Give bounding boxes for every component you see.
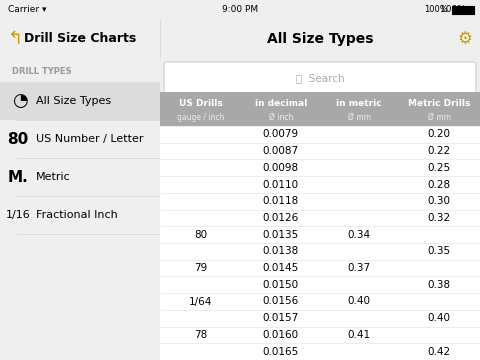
- Text: 0.0138: 0.0138: [263, 246, 299, 256]
- Text: 100%: 100%: [440, 5, 472, 14]
- Text: in decimal: in decimal: [254, 99, 307, 108]
- Text: M.: M.: [8, 170, 28, 184]
- Text: 0.30: 0.30: [428, 196, 451, 206]
- Text: ⚙: ⚙: [457, 30, 472, 48]
- Text: 0.20: 0.20: [428, 129, 451, 139]
- Text: 80: 80: [7, 131, 29, 147]
- Text: 80: 80: [194, 230, 207, 240]
- Text: Ø inch: Ø inch: [269, 113, 293, 122]
- Text: 0.32: 0.32: [428, 213, 451, 223]
- FancyBboxPatch shape: [164, 62, 476, 94]
- Text: 0.0150: 0.0150: [263, 280, 299, 290]
- Text: US Number / Letter: US Number / Letter: [36, 134, 144, 144]
- Text: 0.0118: 0.0118: [263, 196, 299, 206]
- Bar: [160, 293, 480, 310]
- Bar: [0, 82, 160, 120]
- Bar: [160, 176, 480, 193]
- Text: ↰: ↰: [8, 30, 23, 48]
- Text: 1/64: 1/64: [189, 297, 213, 306]
- Bar: [160, 159, 480, 176]
- Bar: [452, 6, 474, 14]
- Bar: [160, 310, 480, 327]
- Text: 0.25: 0.25: [428, 163, 451, 173]
- Text: 0.41: 0.41: [348, 330, 371, 340]
- Text: DRILL TYPES: DRILL TYPES: [12, 68, 72, 77]
- Text: 100%: 100%: [424, 5, 448, 14]
- Text: Drill Size Charts: Drill Size Charts: [24, 32, 136, 45]
- Text: 0.40: 0.40: [428, 313, 451, 323]
- Text: 0.34: 0.34: [348, 230, 371, 240]
- Text: 0.0135: 0.0135: [263, 230, 299, 240]
- Text: 0.38: 0.38: [428, 280, 451, 290]
- Text: 0.0145: 0.0145: [263, 263, 299, 273]
- Text: 0.0156: 0.0156: [263, 297, 299, 306]
- Text: 🔍  Search: 🔍 Search: [296, 73, 344, 83]
- Text: 0.40: 0.40: [348, 297, 371, 306]
- Bar: [160, 276, 480, 293]
- Bar: [160, 126, 480, 143]
- Text: Metric Drills: Metric Drills: [408, 99, 470, 108]
- Text: 0.0160: 0.0160: [263, 330, 299, 340]
- Text: 78: 78: [194, 330, 207, 340]
- Bar: [160, 226, 480, 243]
- Text: in metric: in metric: [336, 99, 382, 108]
- Text: Ø mm: Ø mm: [428, 113, 451, 122]
- Text: gauge / inch: gauge / inch: [177, 113, 225, 122]
- Text: 0.42: 0.42: [428, 347, 451, 357]
- Bar: [160, 327, 480, 343]
- Bar: [160, 92, 480, 126]
- Bar: [160, 260, 480, 276]
- Text: US Drills: US Drills: [179, 99, 223, 108]
- Text: 0.37: 0.37: [348, 263, 371, 273]
- Text: 79: 79: [194, 263, 207, 273]
- Text: ◔: ◔: [12, 92, 28, 110]
- Text: 0.0087: 0.0087: [263, 146, 299, 156]
- Bar: [160, 143, 480, 159]
- Text: Carrier ▾: Carrier ▾: [8, 5, 47, 14]
- Text: 0.35: 0.35: [428, 246, 451, 256]
- Text: 0.0165: 0.0165: [263, 347, 299, 357]
- Bar: [160, 343, 480, 360]
- Text: All Size Types: All Size Types: [36, 96, 111, 106]
- Text: 0.0079: 0.0079: [263, 129, 299, 139]
- Text: All Size Types: All Size Types: [267, 32, 373, 46]
- Bar: [160, 210, 480, 226]
- Bar: [160, 243, 480, 260]
- Text: 1/16: 1/16: [6, 210, 30, 220]
- Text: 0.28: 0.28: [428, 180, 451, 189]
- Text: Ø mm: Ø mm: [348, 113, 371, 122]
- Text: 0.0098: 0.0098: [263, 163, 299, 173]
- Text: 0.0157: 0.0157: [263, 313, 299, 323]
- Text: 0.0126: 0.0126: [263, 213, 299, 223]
- Text: 9:00 PM: 9:00 PM: [222, 5, 258, 14]
- Text: 0.0110: 0.0110: [263, 180, 299, 189]
- Bar: [160, 193, 480, 210]
- Text: Fractional Inch: Fractional Inch: [36, 210, 118, 220]
- Text: 0.22: 0.22: [428, 146, 451, 156]
- Text: Metric: Metric: [36, 172, 71, 182]
